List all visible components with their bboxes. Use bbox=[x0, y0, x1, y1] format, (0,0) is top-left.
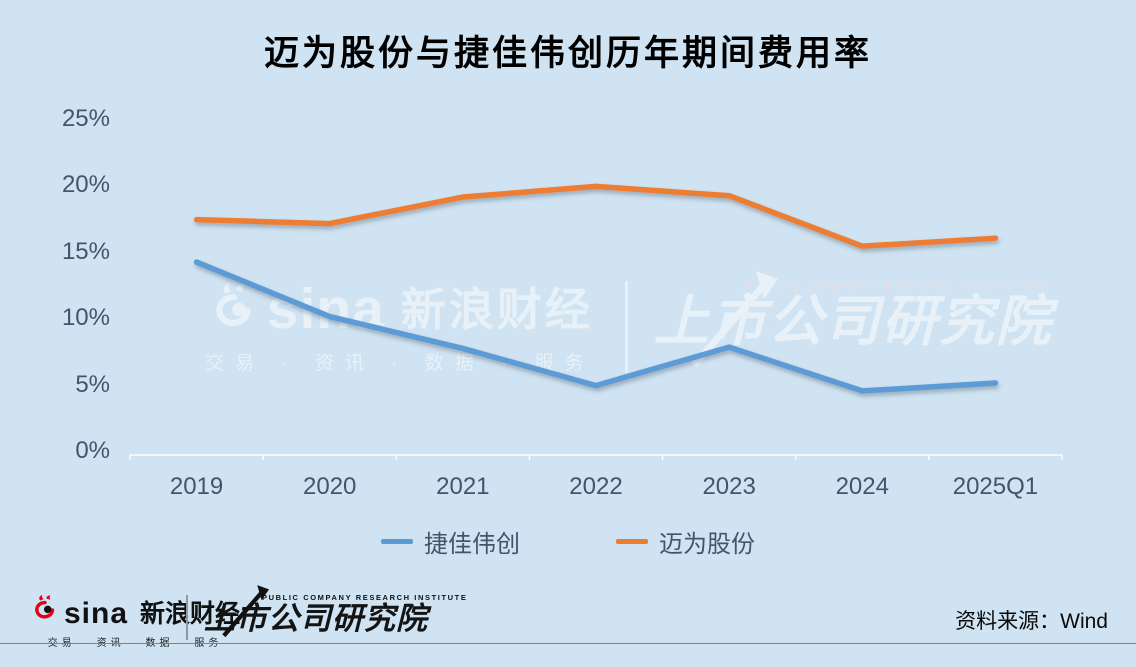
footer-arrow-icon bbox=[222, 585, 270, 638]
footer-divider-line bbox=[0, 643, 1136, 644]
footer: sina 新浪财经 交易 · 资讯 · 数据 · 服务 PUBLIC COMPA… bbox=[0, 585, 1136, 667]
legend: 捷佳伟创 迈为股份 bbox=[0, 524, 1136, 559]
legend-item-捷佳伟创: 捷佳伟创 bbox=[381, 524, 520, 559]
data-source-note: 资料来源：Wind bbox=[955, 610, 1108, 633]
footer-sina-word: sina bbox=[64, 597, 129, 630]
legend-swatch bbox=[616, 539, 648, 544]
legend-label: 迈为股份 bbox=[659, 531, 755, 558]
legend-swatch bbox=[381, 539, 413, 544]
footer-logo-divider bbox=[186, 595, 188, 640]
footer-tagline: 交易 · 资讯 · 数据 · 服务 bbox=[48, 634, 223, 649]
chart-title: 迈为股份与捷佳伟创历年期间费用率 bbox=[263, 34, 872, 73]
legend-label: 捷佳伟创 bbox=[424, 531, 520, 558]
line-chart-plot bbox=[129, 183, 1063, 460]
footer-sina-cn: 新浪财经 bbox=[140, 600, 241, 628]
legend-item-迈为股份: 迈为股份 bbox=[616, 524, 755, 559]
series-line-迈为股份 bbox=[193, 183, 999, 249]
series-line-捷佳伟创 bbox=[193, 259, 999, 394]
footer-institute-en: PUBLIC COMPANY RESEARCH INSTITUTE bbox=[262, 593, 468, 602]
sina-eye-icon bbox=[30, 594, 60, 627]
footer-institute-logo: PUBLIC COMPANY RESEARCH INSTITUTE 上市公司研究… bbox=[204, 585, 468, 638]
